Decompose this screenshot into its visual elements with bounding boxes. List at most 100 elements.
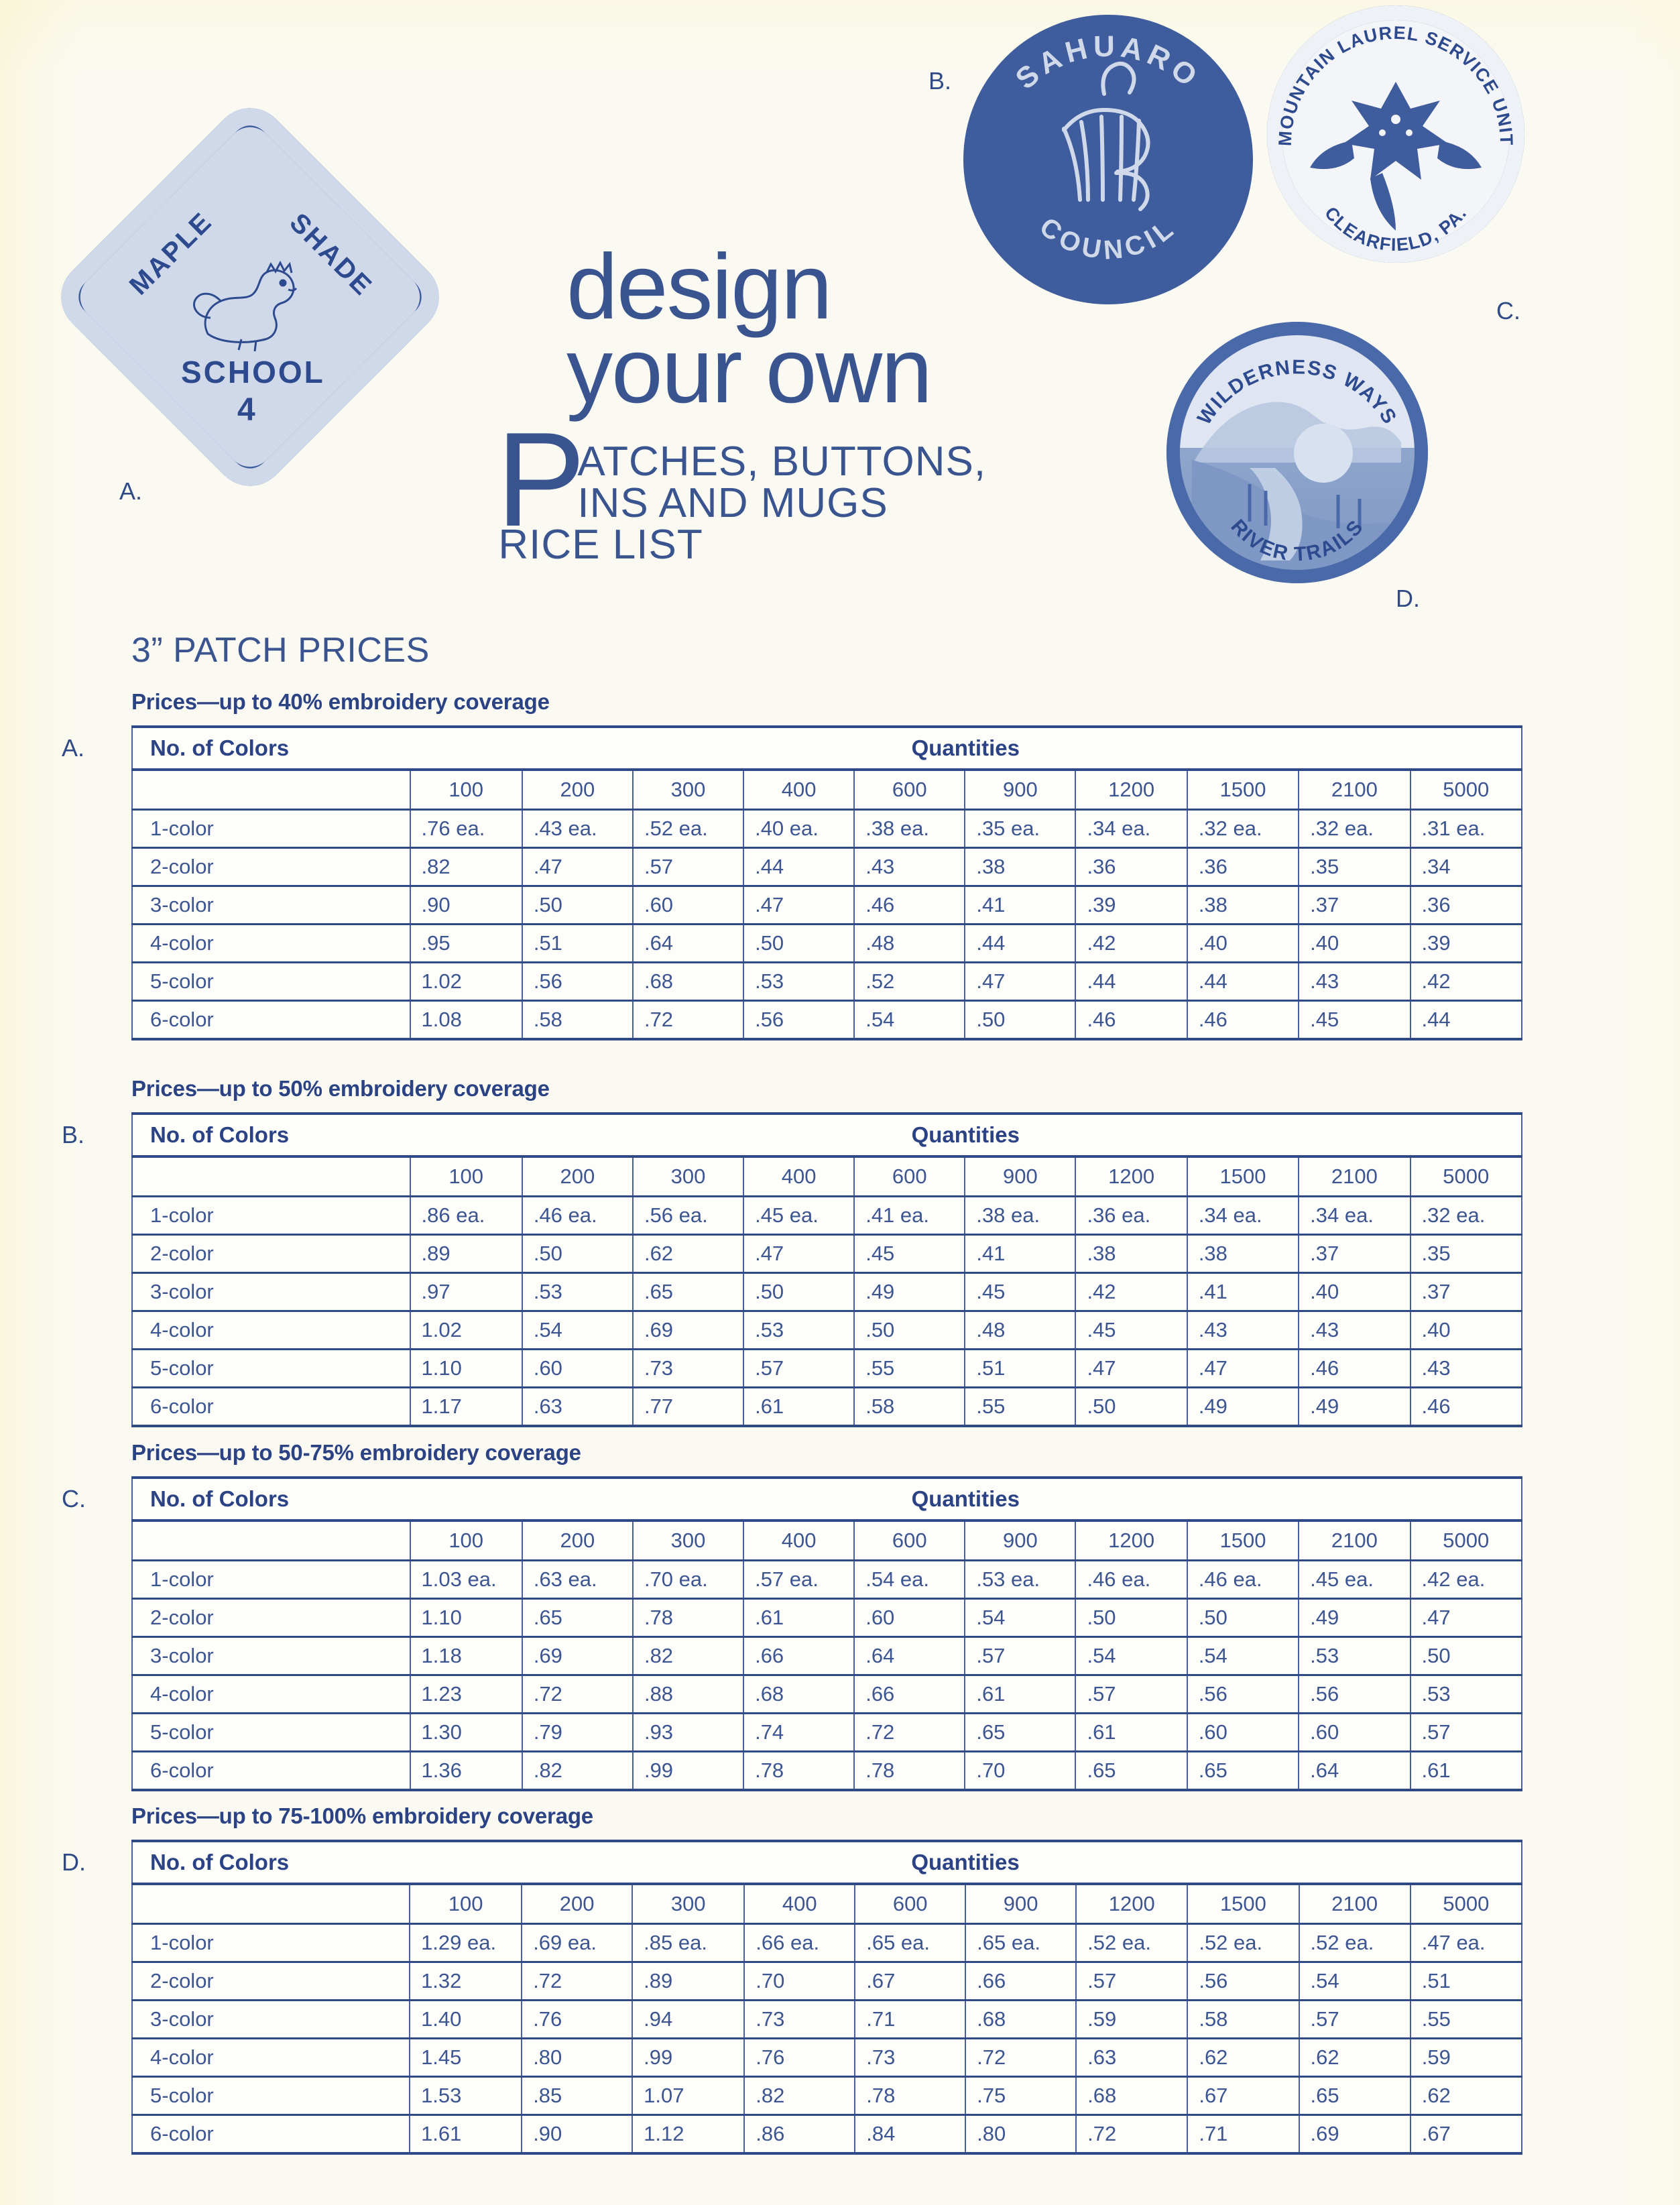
- price-cell: .53 ea.: [964, 1559, 1077, 1600]
- price-cell: .67: [1187, 2076, 1300, 2116]
- quantity-col-5000: 5000: [1409, 1155, 1523, 1197]
- price-cell: .65: [521, 1598, 634, 1638]
- price-cell: .34 ea.: [1186, 1195, 1300, 1236]
- subtitle-block: P ATCHES, BUTTONS, INS AND MUGS RICE LIS…: [496, 413, 986, 566]
- price-cell: 1.29 ea.: [409, 1923, 523, 1963]
- price-cell: .45 ea.: [1298, 1559, 1411, 1600]
- table-row: 6-color 1.08.58.72.56.54.50.46.46.45.44: [131, 1000, 1523, 1040]
- price-cell: .65 ea.: [854, 1923, 967, 1963]
- price-cell: .53: [743, 961, 855, 1002]
- price-cell: 1.17: [409, 1386, 523, 1427]
- price-cell: .40: [1298, 923, 1411, 963]
- price-cell: .57 ea.: [743, 1559, 855, 1600]
- price-cell: .45: [1298, 1000, 1411, 1040]
- price-cell: .86 ea.: [409, 1195, 523, 1236]
- price-cell: .49: [1298, 1386, 1411, 1427]
- price-cell: .50: [1186, 1598, 1300, 1638]
- price-cell: .43: [853, 847, 966, 887]
- price-cell: .88: [632, 1674, 745, 1714]
- price-cell: .69 ea.: [521, 1923, 634, 1963]
- price-cell: .52 ea.: [1075, 1923, 1189, 1963]
- price-cell: .80: [965, 2114, 1077, 2155]
- row-label-4-color: 4-color: [131, 2037, 411, 2078]
- price-cell: .68: [632, 961, 745, 1002]
- price-cell: .50: [1075, 1386, 1188, 1427]
- price-cell: .36: [1075, 847, 1188, 887]
- price-cell: .55: [1409, 1999, 1523, 2039]
- quantity-col-400: 400: [743, 1519, 855, 1561]
- callout-b: B.: [928, 67, 952, 95]
- price-cell: .46: [853, 885, 966, 925]
- price-cell: .99: [632, 1750, 745, 1791]
- price-cell: 1.10: [409, 1598, 523, 1638]
- row-label-3-color: 3-color: [131, 885, 411, 925]
- quantity-header-row: 100 200 300 400 600 900 1200 1500 2100 5000: [131, 1519, 1523, 1561]
- table-header-row: No. of Colors Quantities: [131, 1840, 1522, 1884]
- price-cell: .50: [1075, 1598, 1188, 1638]
- price-cell: .54: [853, 1000, 966, 1040]
- patch-b-arc-bottom: COUNCIL: [1034, 212, 1178, 265]
- header-quantities: Quantities: [410, 1476, 1523, 1521]
- quantity-row-spacer: [131, 768, 411, 811]
- table-letter-a: A.: [62, 734, 85, 762]
- table-row: 6-color 1.61.90 1.12.86.84.80.72.71.69.67: [131, 2114, 1523, 2155]
- quantity-col-200: 200: [521, 768, 634, 811]
- price-cell: .86: [743, 2114, 856, 2155]
- table-row: 5-color 1.53.85 1.07.82.78.75.68.67.65.62: [131, 2076, 1523, 2116]
- price-cell: .55: [964, 1386, 1077, 1427]
- table-row: 6-color 1.17.63.77.61.58.55.50.49.49.46: [131, 1386, 1523, 1427]
- quantity-row-spacer: [131, 1519, 411, 1561]
- subtitle-line-2: INS AND MUGS: [577, 480, 888, 526]
- price-cell: .74: [743, 1712, 855, 1752]
- row-label-5-color: 5-color: [131, 1712, 411, 1752]
- price-cell: .32 ea.: [1409, 1195, 1523, 1236]
- title-line-design: design: [566, 235, 833, 339]
- table-row: 2-color 1.32.72.89.70.67.66.57.56.54.51: [131, 1961, 1523, 2001]
- price-cell: 1.02: [409, 1310, 523, 1350]
- price-cell: .54: [521, 1310, 634, 1350]
- price-cell: .32 ea.: [1298, 809, 1411, 849]
- price-cell: .85 ea.: [632, 1923, 745, 1963]
- quantity-col-600: 600: [853, 1519, 966, 1561]
- patch-a-lettering: MAPLE SHADE SCHOOL 4: [106, 153, 394, 441]
- price-cell: .54: [1075, 1636, 1188, 1676]
- price-cell: .47 ea.: [1409, 1923, 1523, 1963]
- row-label-1-color: 1-color: [131, 1923, 411, 1963]
- price-cell: .40: [1186, 923, 1300, 963]
- price-cell: .54 ea.: [853, 1559, 966, 1600]
- price-cell: .56: [1186, 1674, 1300, 1714]
- price-cell: .40: [1298, 1272, 1411, 1312]
- price-cell: .41: [964, 885, 1077, 925]
- price-cell: .40: [1409, 1310, 1523, 1350]
- price-cell: .43: [1298, 1310, 1411, 1350]
- price-cell: .73: [854, 2037, 967, 2078]
- price-cell: .50: [521, 1234, 634, 1274]
- price-cell: .72: [521, 1961, 634, 2001]
- header-quantities: Quantities: [410, 1840, 1522, 1884]
- price-cell: .37: [1298, 885, 1411, 925]
- price-cell: .45 ea.: [743, 1195, 855, 1236]
- table-row: 4-color 1.45.80.99.76.73.72.63.62.62.59: [131, 2037, 1523, 2078]
- price-cell: .43: [1186, 1310, 1300, 1350]
- price-cell: .43: [1409, 1348, 1523, 1388]
- price-cell: .75: [965, 2076, 1077, 2116]
- quantity-row-spacer: [131, 1155, 411, 1197]
- price-cell: .72: [1075, 2114, 1189, 2155]
- subtitle-drop-cap: P: [496, 405, 586, 554]
- table-row: 2-color .89.50.62.47.45.41.38.38.37.35: [131, 1234, 1523, 1274]
- patch-b-lettering: SAHUARO COUNCIL: [963, 15, 1253, 304]
- quantity-col-900: 900: [964, 768, 1077, 811]
- quantity-col-100: 100: [409, 1155, 523, 1197]
- table-row: 4-color .95.51.64.50.48.44.42.40.40.39: [131, 923, 1523, 963]
- price-cell: .35: [1409, 1234, 1523, 1274]
- header-no-of-colors: No. of Colors: [131, 1476, 410, 1521]
- price-cell: .61: [964, 1674, 1077, 1714]
- price-cell: .47: [964, 961, 1077, 1002]
- header-no-of-colors: No. of Colors: [131, 725, 410, 770]
- price-cell: .62: [1187, 2037, 1300, 2078]
- quantity-col-1500: 1500: [1186, 768, 1300, 811]
- svg-text:SAHUARO: SAHUARO: [1010, 30, 1207, 96]
- coverage-title-c: Prices—up to 50-75% embroidery coverage: [131, 1440, 581, 1465]
- table-header-row: No. of Colors Quantities: [131, 725, 1523, 770]
- price-cell: .60: [1186, 1712, 1300, 1752]
